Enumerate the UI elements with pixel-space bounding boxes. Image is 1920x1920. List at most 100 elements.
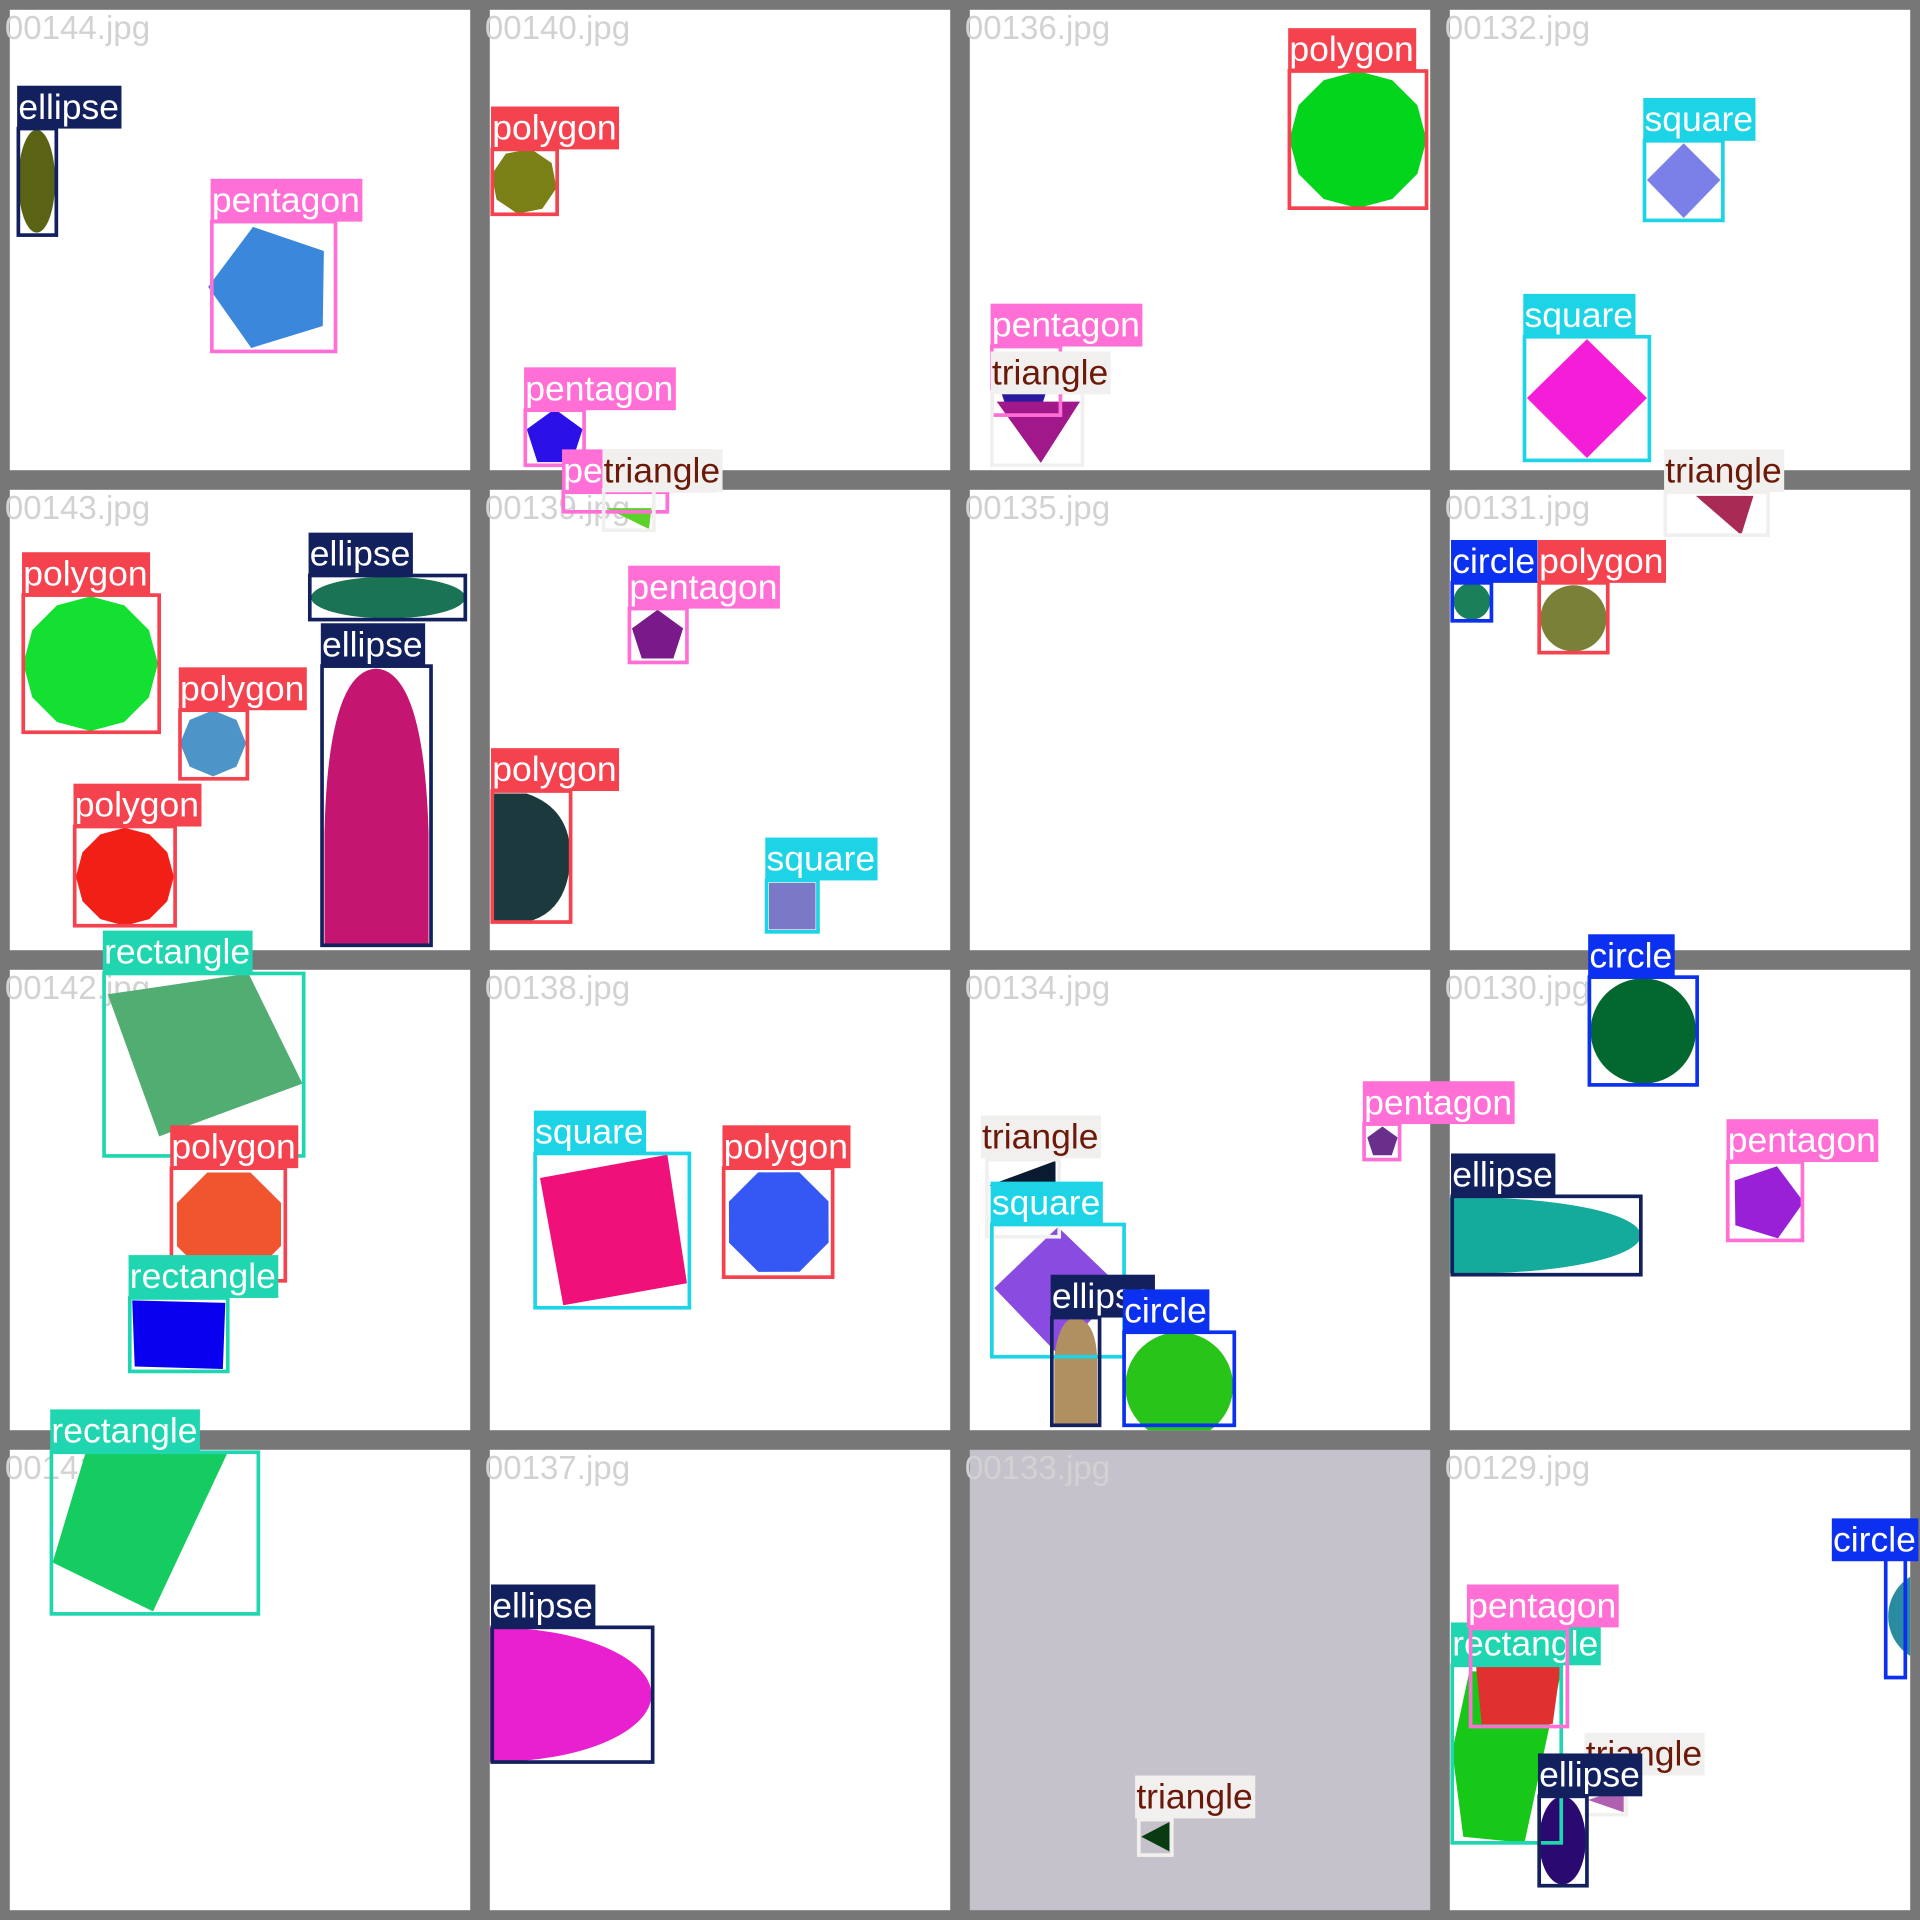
tile-shapes [491, 148, 583, 463]
tile-filename: 00139.jpg [485, 490, 630, 527]
label-background [1537, 540, 1666, 583]
box-label: ellipse [1539, 1755, 1640, 1795]
box-label: pentagon [1728, 1120, 1876, 1160]
box-label: polygon [492, 108, 616, 148]
tile-filename: 00143.jpg [5, 490, 150, 527]
tile-filename: 00130.jpg [1445, 970, 1590, 1007]
box-label: square [535, 1112, 644, 1152]
label-background [73, 783, 202, 827]
shape [1141, 1822, 1170, 1852]
tile-shapes [492, 508, 816, 930]
shape [132, 1300, 226, 1369]
tile-filename: 00144.jpg [5, 10, 150, 47]
tile-filename: 00135.jpg [965, 490, 1110, 527]
label-background [50, 1409, 200, 1453]
tile-filename: 00140.jpg [485, 10, 630, 47]
shapes [18, 71, 1911, 1885]
shape [107, 973, 303, 1137]
label-background [1135, 1775, 1256, 1819]
label-background [990, 351, 1111, 395]
box-label: polygon [75, 785, 199, 825]
label-background [308, 532, 413, 576]
tile-filename: 00133.jpg [965, 1450, 1110, 1487]
shape [1646, 143, 1721, 218]
tile-shapes [18, 129, 324, 348]
tile [9, 9, 471, 471]
tile-filename: 00129.jpg [1445, 1450, 1590, 1487]
tile-shapes [1141, 1822, 1170, 1852]
tile-filename: 00134.jpg [965, 970, 1110, 1007]
label-background [1362, 1081, 1515, 1125]
shape [1590, 978, 1696, 1084]
box-label: circle [1124, 1290, 1207, 1330]
tile-shapes [540, 1154, 829, 1306]
label-background [628, 565, 780, 609]
shape [1449, 1197, 1641, 1274]
label-background [1588, 934, 1675, 978]
shape [526, 408, 583, 463]
shape [768, 882, 816, 930]
label-background [722, 1125, 851, 1169]
label-background [1664, 449, 1785, 493]
box-label: ellipse [310, 534, 411, 574]
box-label: square [767, 839, 876, 879]
label-background [17, 85, 122, 129]
tile-filename: 00132.jpg [1445, 10, 1590, 47]
label-background [178, 667, 307, 711]
box-label: circle [1833, 1519, 1916, 1559]
label-background [491, 1584, 596, 1628]
label-background [990, 303, 1143, 347]
tile-filename: 00137.jpg [485, 1450, 630, 1487]
box-label: triangle [604, 450, 720, 490]
shape [728, 1172, 829, 1272]
label-background [1451, 1153, 1556, 1197]
tile-filename: 00136.jpg [965, 10, 1110, 47]
box-label: ellipse [18, 87, 119, 127]
tile-shapes [1526, 143, 1721, 458]
tile-shapes [489, 1627, 652, 1763]
label-background [980, 1115, 1101, 1159]
box-label: square [1524, 295, 1633, 335]
shape [631, 609, 684, 659]
label-background [1288, 28, 1417, 72]
tile-shapes [23, 576, 466, 946]
tile-filename: 00138.jpg [485, 970, 630, 1007]
box-label: square [992, 1183, 1101, 1223]
box-label: polygon [180, 668, 304, 708]
label-background [1466, 1584, 1619, 1628]
label-background [1726, 1119, 1879, 1163]
label-background [170, 1125, 299, 1169]
box-label: pentagon [525, 368, 673, 408]
box-label: rectangle [104, 932, 250, 972]
shape [1367, 1126, 1398, 1156]
tile [969, 1449, 1431, 1911]
label-background [524, 367, 676, 411]
box-label: circle [1589, 935, 1672, 975]
box-label: rectangle [51, 1410, 197, 1450]
label-background [1451, 540, 1538, 583]
box-label: triangle [1665, 450, 1781, 490]
box-label: square [1644, 99, 1753, 139]
shape [180, 710, 247, 777]
shape [324, 668, 429, 946]
shape [311, 576, 466, 619]
label-background [102, 930, 253, 974]
shape [1289, 71, 1427, 209]
shape [176, 1172, 282, 1277]
shape [1695, 495, 1754, 536]
label-background [22, 552, 151, 596]
box-label: triangle [982, 1117, 1098, 1157]
tile-shapes [52, 1452, 228, 1612]
shape [540, 1154, 687, 1306]
box-label: circle [1452, 541, 1535, 581]
box-label: polygon [23, 553, 147, 593]
shape [1054, 1317, 1098, 1426]
box-label: polygon [492, 749, 616, 789]
label-background [1122, 1289, 1210, 1333]
shape [1125, 1332, 1234, 1431]
tile-shapes [107, 973, 303, 1369]
label-background [320, 623, 426, 667]
box-label: pentagon [992, 305, 1140, 345]
shape [23, 596, 158, 732]
